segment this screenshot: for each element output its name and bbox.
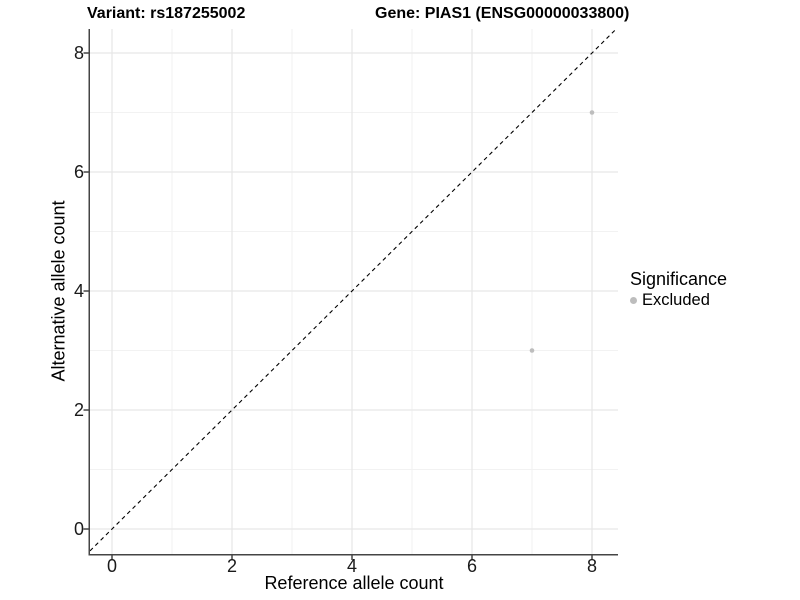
plot-title-gene: Gene: PIAS1 (ENSG00000033800) [375, 5, 630, 22]
x-tick-label: 8 [586, 556, 597, 576]
y-tick-label: 4 [73, 281, 84, 301]
legend: Significance Excluded [630, 268, 727, 310]
x-tick-label: 2 [226, 556, 237, 576]
x-axis-title: Reference allele count [264, 573, 444, 593]
y-tick-label: 6 [73, 162, 84, 182]
data-point [529, 348, 535, 353]
legend-item-excluded: Excluded [630, 291, 727, 310]
legend-item-label: Excluded [642, 291, 710, 309]
y-tick-label: 0 [73, 519, 84, 539]
data-point [589, 110, 595, 115]
plot-title-variant: Variant: rs187255002 [87, 5, 246, 22]
legend-title: Significance [630, 269, 728, 289]
x-tick-label: 4 [346, 556, 357, 576]
y-tick-label: 8 [73, 43, 84, 63]
y-axis-title: Alternative allele count [48, 200, 69, 382]
x-tick-label: 0 [106, 556, 117, 576]
legend-point-icon [630, 297, 637, 304]
y-tick-label: 2 [73, 400, 84, 420]
identity-line [89, 28, 617, 552]
x-tick-label: 6 [466, 556, 477, 576]
